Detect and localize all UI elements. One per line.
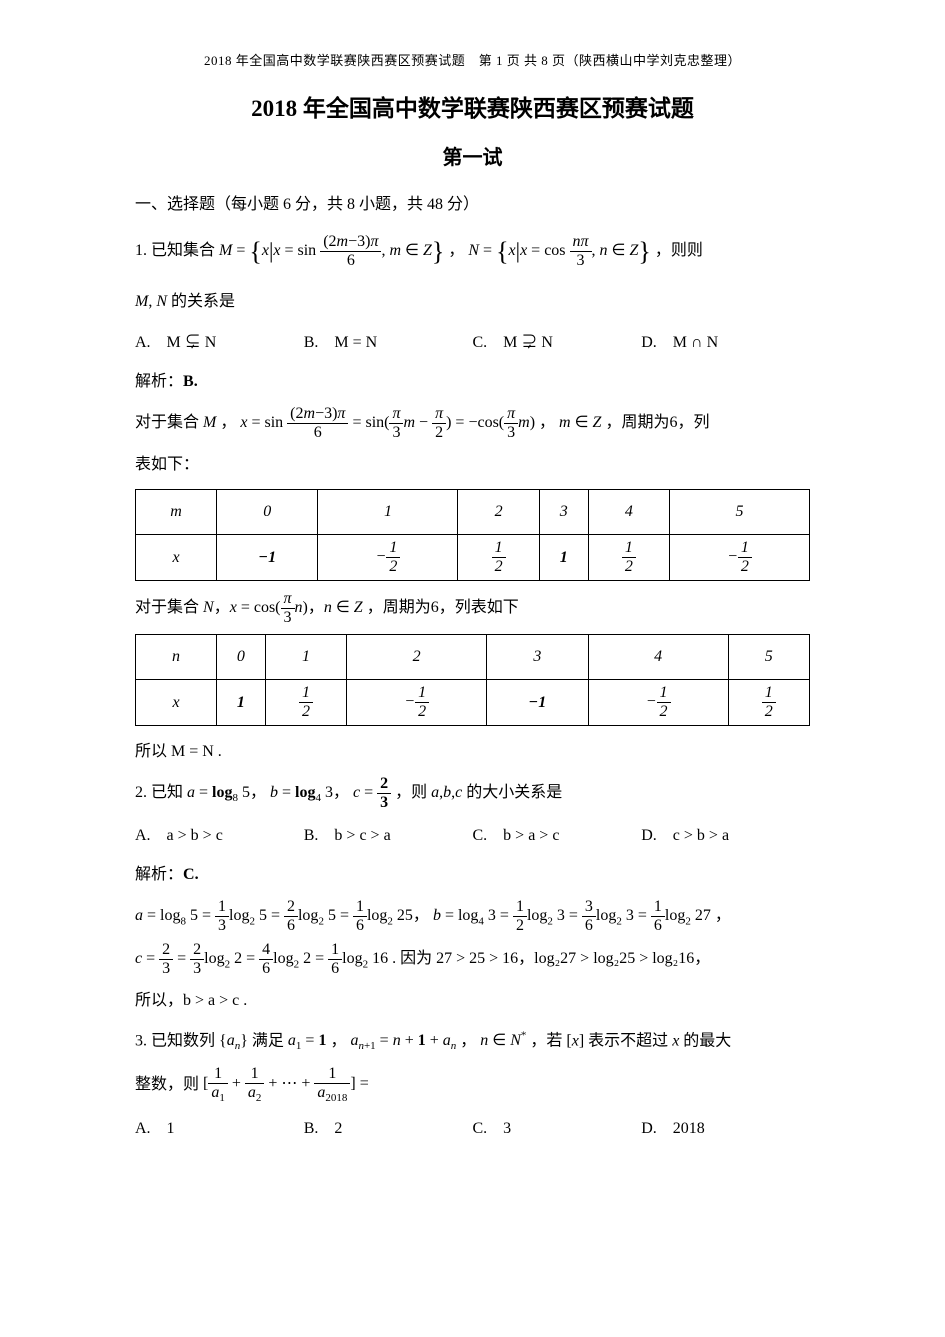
q3-prefix: 3. 已知数列 <box>135 1032 215 1049</box>
q3-mid1: 满足 <box>252 1032 284 1049</box>
section-heading: 一、选择题（每小题 6 分，共 8 小题，共 48 分） <box>135 190 810 214</box>
q1-conclusion: 所以 M = N . <box>135 736 810 768</box>
cell: 5 <box>670 490 810 535</box>
cell: 4 <box>588 490 669 535</box>
q1-table-N: n 0 1 2 3 4 5 x 1 12 −12 −1 −12 12 <box>135 634 810 726</box>
sol-label: 解析： <box>135 373 183 390</box>
cell: −12 <box>670 535 810 581</box>
cell: −12 <box>318 535 458 581</box>
cell: 1 <box>539 535 588 581</box>
q3-stem2: 整数，则 [1a1 + 1a2 + ⋯ + 1a2018] = <box>135 1066 810 1104</box>
cell: x <box>136 680 217 726</box>
q1-comma2: ，则 <box>655 242 687 259</box>
q3-options: A. 1 B. 2 C. 3 D. 2018 <box>135 1114 810 1138</box>
cell: 1 <box>217 680 266 726</box>
q3-optB: B. 2 <box>304 1114 473 1138</box>
q2-options: A. a > b > c B. b > c > a C. b > a > c D… <box>135 821 810 845</box>
q3-optD: D. 2018 <box>641 1114 810 1138</box>
cell: n <box>136 635 217 680</box>
q3-optA: A. 1 <box>135 1114 304 1138</box>
page-header: 2018 年全国高中数学联赛陕西赛区预赛试题 第 1 页 共 8 页（陕西横山中… <box>135 50 810 69</box>
q2-optA: A. a > b > c <box>135 821 304 845</box>
page-title: 2018 年全国高中数学联赛陕西赛区预赛试题 <box>135 89 810 123</box>
cell: 3 <box>539 490 588 535</box>
q3-mid2: ， <box>330 1032 346 1049</box>
q1-table-M: m 0 1 2 3 4 5 x −1 −12 12 1 12 −12 <box>135 489 810 581</box>
cell: 12 <box>458 535 539 581</box>
cell: 0 <box>217 490 318 535</box>
q1-optD: D. M ∩ N <box>641 328 810 352</box>
q1-solution-label: 解析：B. <box>135 366 810 398</box>
q3-tail: 的最大 <box>683 1032 731 1049</box>
q3-mid4: ，若 <box>530 1032 562 1049</box>
q1-optC: C. M ⊋ N <box>473 328 642 352</box>
q2-optC: C. b > a > c <box>473 821 642 845</box>
q2-sol-line1: a = log8 5 = 13log2 5 = 26log2 5 = 16log… <box>135 899 810 934</box>
sol1-pre: 对于集合 <box>135 414 199 431</box>
q2-stem: 2. 已知 a = log8 5， b = log4 3， c = 23 ，则 … <box>135 776 810 811</box>
q2-tail: 的大小关系是 <box>466 784 562 801</box>
q1-prefix: 1. 已知集合 <box>135 242 215 259</box>
q2-optB: B. b > c > a <box>304 821 473 845</box>
q1-rel-text: 的关系是 <box>171 293 235 310</box>
q1-optA: A. M ⊊ N <box>135 328 304 352</box>
q2-mid: ，则 <box>395 784 427 801</box>
sol1-post: ， <box>539 414 555 431</box>
table-row: m 0 1 2 3 4 5 <box>136 490 810 535</box>
q1-sol-line1b: 表如下： <box>135 449 810 481</box>
q2-sol-line2: c = 23 = 23log2 2 = 46log2 2 = 16log2 16… <box>135 942 810 977</box>
q2-conclusion: 所以，b > a > c . <box>135 985 810 1017</box>
table-row: x −1 −12 12 1 12 −12 <box>136 535 810 581</box>
q1-relation-line: M, N 的关系是 <box>135 286 810 318</box>
q1-answer: B. <box>183 373 198 390</box>
q1-optB: B. M = N <box>304 328 473 352</box>
q3-optC: C. 3 <box>473 1114 642 1138</box>
sol2-end1: ， <box>715 907 731 924</box>
q1-comma1: ， <box>448 242 464 259</box>
q3-stem: 3. 已知数列 {an} 满足 a1 = 1 ， an+1 = n + 1 + … <box>135 1025 810 1058</box>
sol1-tail: ，周期为6，列 <box>605 414 709 431</box>
q2-optD: D. c > b > a <box>641 821 810 845</box>
table-row: n 0 1 2 3 4 5 <box>136 635 810 680</box>
cell: −12 <box>588 680 728 726</box>
cell: x <box>136 535 217 581</box>
q3-mid5: 表示不超过 <box>588 1032 668 1049</box>
cell: 5 <box>728 635 809 680</box>
page-subtitle: 第一试 <box>135 141 810 170</box>
cell: 1 <box>318 490 458 535</box>
cell: 2 <box>347 635 487 680</box>
sol2-label: 解析： <box>135 866 183 883</box>
q1-stem: 1. 已知集合 M = {x|x = sin (2m−3)π6, m ∈ Z} … <box>135 226 810 278</box>
cell: 12 <box>588 535 669 581</box>
cell: 2 <box>458 490 539 535</box>
q2-answer: C. <box>183 866 199 883</box>
q2-solution-label: 解析：C. <box>135 859 810 891</box>
q1-sol-line1: 对于集合 M ， x = sin (2m−3)π6 = sin(π3m − π2… <box>135 406 810 441</box>
cell: m <box>136 490 217 535</box>
cell: 1 <box>265 635 346 680</box>
q1-sol-line2: 对于集合 N，x = cos(π3n)，n ∈ Z ，周期为6，列表如下 <box>135 591 810 626</box>
q3-l2pre: 整数，则 <box>135 1075 199 1092</box>
sol1-l2pre: 对于集合 <box>135 599 199 616</box>
cell: −1 <box>217 535 318 581</box>
q1-options: A. M ⊊ N B. M = N C. M ⊋ N D. M ∩ N <box>135 328 810 352</box>
cell: 12 <box>265 680 346 726</box>
cell: 4 <box>588 635 728 680</box>
sol1-mid: ， <box>220 414 236 431</box>
q3-mid3: ， <box>460 1032 476 1049</box>
sol1-l2tail: ，周期为6，列表如下 <box>367 599 519 616</box>
q2-prefix: 2. 已知 <box>135 784 183 801</box>
table-row: x 1 12 −12 −1 −12 12 <box>136 680 810 726</box>
sol2-end2: . 因为 27 > 25 > 16，log₂27 > log₂25 > log₂… <box>392 950 710 967</box>
cell: −12 <box>347 680 487 726</box>
cell: −1 <box>487 680 588 726</box>
cell: 0 <box>217 635 266 680</box>
cell: 3 <box>487 635 588 680</box>
cell: 12 <box>728 680 809 726</box>
